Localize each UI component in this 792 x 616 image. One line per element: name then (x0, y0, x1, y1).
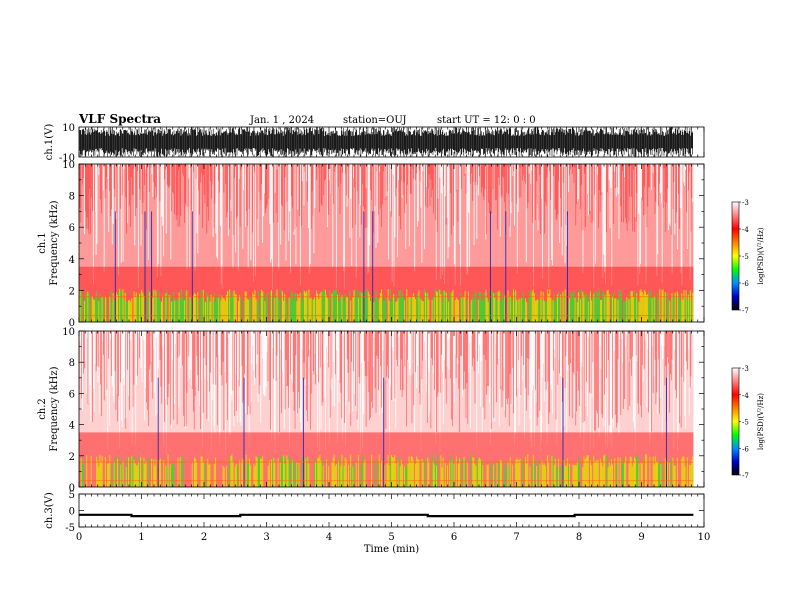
colorbar-label: log(PSD)(V²/Hz) (757, 227, 765, 284)
station-label: station=OUJ (343, 115, 407, 126)
y-axis-label: Frequency (kHz) (49, 200, 60, 285)
x-tick-label: 2 (201, 532, 207, 543)
y-tick-label: 6 (69, 389, 75, 400)
spectrogram-ch2-panel: 0 2 4 6 8 10 ch.2 Frequency (kHz) -3 -4 -5 -6 -7 log(… (37, 327, 765, 494)
y-axis-label: ch.1 (37, 232, 48, 254)
y-tick-label: 5 (69, 490, 75, 501)
x-tick-label: 10 (698, 532, 711, 543)
x-tick-label: 1 (138, 532, 144, 543)
y-tick-label: 6 (69, 223, 75, 234)
colorbar-tick-label: -4 (742, 392, 749, 400)
y-tick-label: 10 (62, 160, 75, 171)
waveform-ch1-panel: 10 -10 ch.1(V) (44, 123, 705, 164)
y-tick-label: 8 (69, 358, 75, 369)
y-tick-label: 0 (69, 318, 75, 329)
start-time-label: start UT = 12: 0 : 0 (437, 115, 536, 126)
y-tick-label: -10 (59, 153, 75, 164)
ch3-trace (79, 513, 694, 518)
x-tick-label: 3 (263, 532, 269, 543)
colorbar-tick-label: -5 (742, 253, 749, 261)
y-axis-label: ch.3(V) (44, 492, 55, 529)
colorbar-label: log(PSD)(V²/Hz) (757, 393, 765, 450)
x-tick-label: 5 (388, 532, 394, 543)
y-tick-label: 0 (69, 507, 75, 518)
colorbar-tick-label: -5 (742, 419, 749, 427)
colorbar-tick-label: -6 (742, 280, 749, 288)
y-axis-label: ch.1(V) (44, 124, 55, 161)
y-tick-label: 2 (69, 452, 75, 463)
spectrogram-ch2-strong-bursts (157, 377, 667, 487)
x-tick-label: 4 (326, 532, 332, 543)
y-tick-label: 4 (69, 255, 75, 266)
colorbar-tick-label: -7 (742, 472, 749, 480)
y-tick-label: 8 (69, 192, 75, 203)
chart-title: VLF Spectra (78, 112, 161, 126)
y-axis-label: ch.2 (37, 398, 48, 420)
y-tick-label: -5 (65, 523, 75, 534)
x-tick-label: 8 (576, 532, 582, 543)
colorbar-tick-label: -4 (742, 226, 749, 234)
y-tick-label: 2 (69, 286, 75, 297)
spectrogram-ch1-colorbar (731, 201, 740, 311)
x-tick-label: 0 (76, 532, 82, 543)
spectrogram-ch1-quiet-streaks (83, 164, 694, 289)
x-tick-label: 6 (451, 532, 457, 543)
spectrogram-ch2-band-green (81, 454, 672, 487)
y-axis-label: Frequency (kHz) (49, 366, 60, 451)
colorbar-tick-label: -6 (742, 445, 749, 453)
spectrogram-ch1-panel: 0 2 4 6 8 10 ch.1 Frequency (kHz) -3 -4 -5 -6 -7 log(… (37, 160, 765, 329)
colorbar-tick-label: -3 (742, 365, 749, 373)
x-axis-label: Time (min) (364, 544, 419, 555)
x-tick-label: 9 (638, 532, 644, 543)
y-tick-label: 10 (62, 327, 75, 338)
x-tick-label: 7 (513, 532, 519, 543)
y-tick-label: 0 (69, 483, 75, 494)
date-label: Jan. 1 , 2024 (249, 115, 314, 126)
y-tick-label: 4 (69, 421, 75, 432)
spectrogram-ch2-quiet-streaks (79, 331, 694, 456)
waveform-ch1-trace (79, 127, 693, 157)
spectrogram-ch2-band-yellow (80, 454, 694, 487)
colorbar-tick-label: -7 (742, 307, 749, 315)
y-tick-label: 10 (62, 123, 75, 134)
spectrogram-ch2-colorbar (731, 367, 740, 476)
spectrogram-ch1-strong-bursts (114, 211, 568, 322)
colorbar-tick-label: -3 (742, 199, 749, 207)
